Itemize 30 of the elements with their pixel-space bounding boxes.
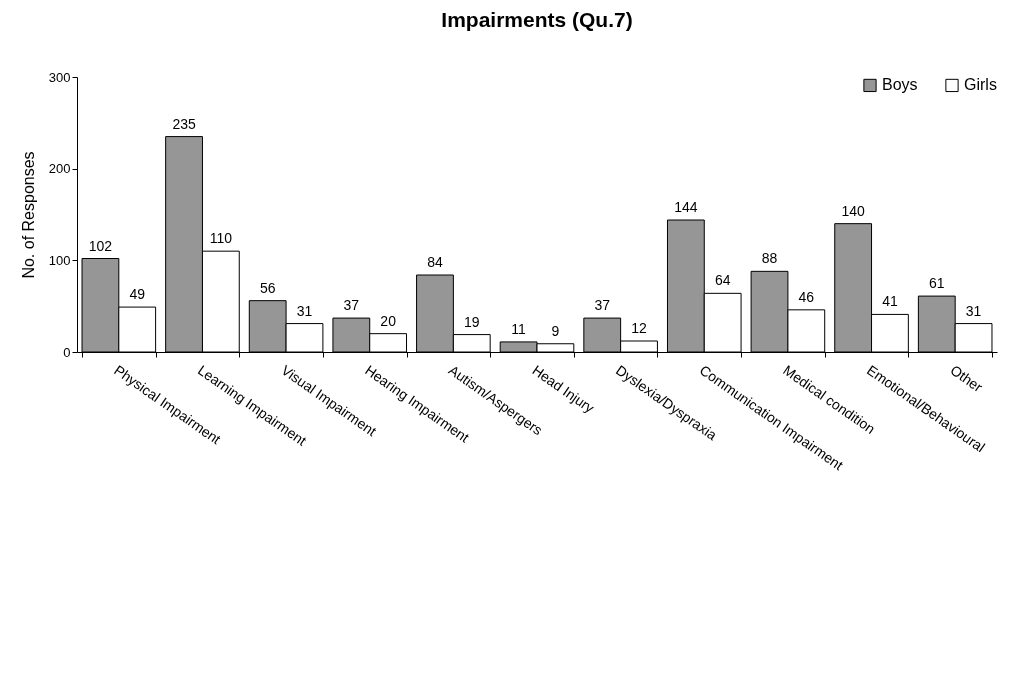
data-label: 31 <box>296 302 313 319</box>
data-label: 37 <box>343 297 360 314</box>
legend-label: Girls <box>964 76 997 94</box>
data-label: 110 <box>209 230 233 247</box>
data-label: 64 <box>714 272 731 289</box>
data-label: 11 <box>511 320 527 337</box>
data-label: 88 <box>761 250 778 267</box>
data-label: 19 <box>463 313 480 330</box>
data-label: 49 <box>129 286 146 303</box>
data-label: 9 <box>551 322 560 339</box>
data-label: 235 <box>172 115 196 132</box>
data-label: 46 <box>798 288 815 305</box>
data-label: 144 <box>674 199 698 215</box>
data-label: 140 <box>841 202 866 219</box>
data-label: 84 <box>427 254 443 270</box>
data-label: 37 <box>594 297 611 314</box>
data-label: 20 <box>380 312 397 329</box>
data-label: 102 <box>88 237 113 254</box>
data-label: 31 <box>965 302 982 319</box>
y-axis-title: No. of Responses <box>19 151 37 279</box>
data-label: 61 <box>928 275 945 292</box>
chart-title: Impairments (Qu.7) <box>441 8 633 31</box>
data-label: 41 <box>882 293 898 310</box>
data-label: 12 <box>631 320 648 336</box>
data-label: 56 <box>259 279 276 296</box>
y-tick-label: 300 <box>48 69 71 85</box>
legend-label: Boys <box>882 76 918 94</box>
y-tick-label: 0 <box>63 344 71 360</box>
y-tick-label: 100 <box>48 252 71 268</box>
y-tick-label: 200 <box>48 161 71 177</box>
